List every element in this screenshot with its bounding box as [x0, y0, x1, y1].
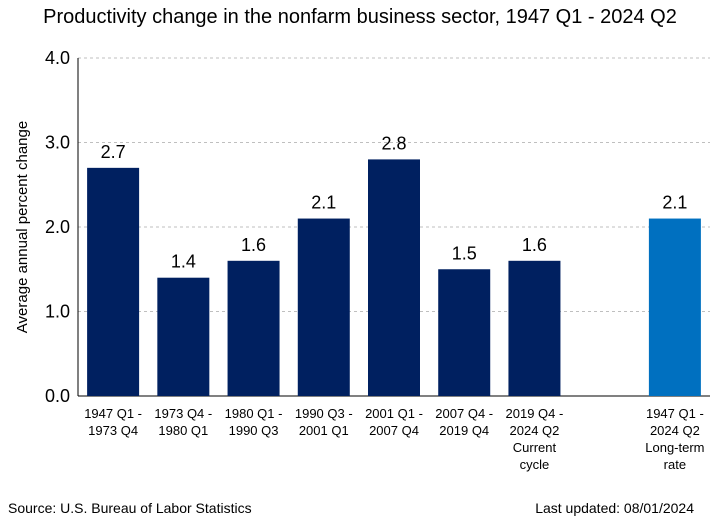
x-tick-label-line: rate — [664, 457, 686, 472]
x-tick-label-line: 1947 Q1 - — [646, 406, 704, 421]
bar — [297, 218, 350, 396]
data-label: 2.8 — [381, 133, 406, 153]
y-tick-label: 2.0 — [45, 217, 70, 237]
x-tick-label: 2019 Q4 - 2024 Q2 Current cycle — [506, 406, 564, 472]
x-tick-label-line: Current — [513, 440, 557, 455]
x-tick-label: 1980 Q1 - 1990 Q3 — [225, 406, 283, 438]
bar — [368, 159, 420, 396]
y-tick-label: 4.0 — [45, 48, 70, 68]
x-tick-label-line: 2001 Q1 - — [365, 406, 423, 421]
data-label: 2.1 — [311, 193, 336, 213]
data-label: 2.7 — [101, 142, 126, 162]
x-tick-label-line: Long-term — [645, 440, 704, 455]
bar — [508, 260, 561, 396]
data-label: 1.4 — [171, 252, 196, 272]
x-tick-label-line: 1947 Q1 - — [84, 406, 142, 421]
x-tick-label: 1947 Q1 - 1973 Q4 — [84, 406, 142, 438]
last-updated-note: Last updated: 08/01/2024 — [535, 500, 694, 516]
x-tick-label-line: 2024 Q2 — [510, 423, 560, 438]
y-tick-label: 3.0 — [45, 133, 70, 153]
chart-title: Productivity change in the nonfarm busin… — [43, 6, 677, 28]
x-tick-label: 1990 Q3 - 2001 Q1 — [295, 406, 353, 438]
x-tick-label-line: 1980 Q1 — [158, 423, 208, 438]
x-tick-label: 2007 Q4 - 2019 Q4 — [435, 406, 493, 438]
x-tick-label-line: 2019 Q4 — [439, 423, 489, 438]
x-tick-label-line: 1973 Q4 - — [154, 406, 212, 421]
x-tick-label-line: 2001 Q1 — [299, 423, 349, 438]
bar — [227, 260, 280, 396]
x-tick-label-line: 2007 Q4 — [369, 423, 419, 438]
x-tick-label-line: 1990 Q3 — [229, 423, 279, 438]
x-tick-label: 2001 Q1 - 2007 Q4 — [365, 406, 423, 438]
x-tick-label-line: 1990 Q3 - — [295, 406, 353, 421]
data-label: 2.1 — [662, 193, 687, 213]
data-label: 1.5 — [452, 243, 477, 263]
bar — [157, 277, 210, 396]
bar — [87, 167, 140, 396]
y-tick-label: 0.0 — [45, 386, 70, 406]
x-tick-label-line: 1980 Q1 - — [225, 406, 283, 421]
x-tick-label: 1947 Q1 - 2024 Q2 Long-term rate — [645, 406, 704, 472]
source-note: Source: U.S. Bureau of Labor Statistics — [8, 500, 252, 516]
y-axis-label: Average annual percent change — [14, 121, 31, 333]
x-tick-label-line: cycle — [520, 457, 550, 472]
x-tick-label-line: 2019 Q4 - — [506, 406, 564, 421]
x-tick-label-line: 2007 Q4 - — [435, 406, 493, 421]
data-label: 1.6 — [522, 235, 547, 255]
x-tick-label: 1973 Q4 - 1980 Q1 — [154, 406, 212, 438]
bar — [438, 269, 491, 396]
x-tick-label-line: 2024 Q2 — [650, 423, 700, 438]
bar — [648, 218, 701, 396]
y-tick-label: 1.0 — [45, 302, 70, 322]
data-label: 1.6 — [241, 235, 266, 255]
x-tick-label-line: 1973 Q4 — [88, 423, 138, 438]
